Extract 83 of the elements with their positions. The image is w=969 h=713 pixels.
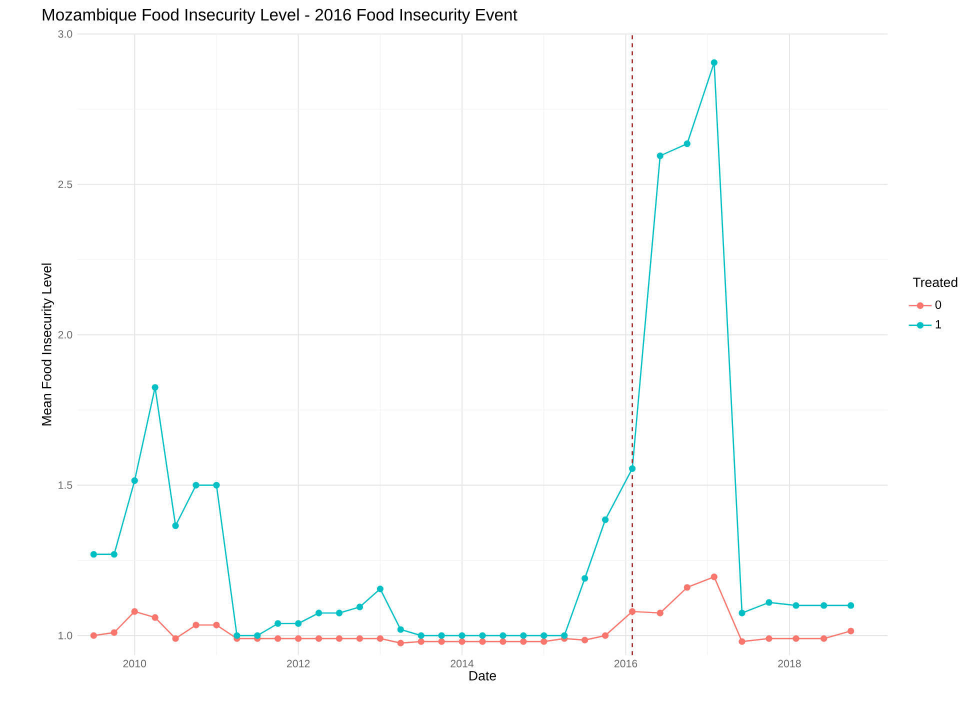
- point: [520, 632, 527, 639]
- point: [110, 550, 118, 558]
- y-tick-label: 2.5: [58, 180, 72, 188]
- point: [234, 632, 240, 639]
- y-axis-title: Mean Food Insecurity Level: [42, 264, 54, 426]
- legend-label: 1: [936, 320, 942, 328]
- point: [656, 610, 664, 616]
- point: [479, 638, 486, 645]
- point: [628, 608, 636, 615]
- y-tick-label: 1.0: [58, 632, 72, 640]
- y-tick-label: 3.0: [58, 30, 72, 38]
- chart-title: Mozambique Food Insecurity Level - 2016 Food Insecurity Event: [42, 8, 518, 24]
- point: [581, 575, 588, 582]
- point: [274, 620, 282, 627]
- point: [356, 635, 364, 642]
- point: [738, 610, 746, 616]
- x-tick-label: 2012: [287, 660, 310, 668]
- point: [520, 638, 527, 645]
- point: [213, 482, 220, 488]
- point: [131, 608, 138, 615]
- point: [766, 635, 772, 642]
- point: [131, 477, 138, 484]
- point: [213, 622, 220, 628]
- x-tick-label: 2014: [450, 660, 474, 668]
- point: [561, 632, 568, 639]
- point: [294, 635, 302, 642]
- point: [766, 599, 772, 606]
- x-tick-label: 2010: [123, 660, 146, 668]
- point: [356, 604, 364, 610]
- point: [172, 635, 179, 642]
- point: [336, 635, 343, 642]
- point: [458, 638, 466, 645]
- point: [738, 638, 746, 645]
- point: [792, 602, 800, 609]
- x-axis-title: Date: [470, 671, 496, 680]
- point: [418, 638, 424, 645]
- point: [540, 638, 548, 645]
- y-tick-label: 2.0: [58, 330, 72, 339]
- point: [336, 610, 343, 616]
- point: [684, 140, 690, 148]
- point: [397, 626, 404, 633]
- point: [792, 635, 800, 642]
- legend-title: Treated: [912, 277, 958, 287]
- point: [628, 465, 636, 472]
- legend-label: 0: [935, 300, 942, 309]
- point: [274, 635, 282, 642]
- point: [90, 632, 98, 639]
- point: [397, 640, 404, 646]
- point: [656, 152, 664, 160]
- point: [848, 628, 854, 634]
- point: [315, 610, 322, 616]
- point: [315, 635, 322, 642]
- x-tick-label: 2016: [614, 660, 638, 668]
- point: [152, 614, 158, 621]
- point: [684, 584, 690, 591]
- point: [376, 635, 384, 642]
- point: [479, 632, 486, 639]
- point: [710, 574, 718, 580]
- point: [848, 602, 854, 609]
- point: [294, 620, 302, 627]
- point: [602, 632, 609, 639]
- point: [152, 384, 158, 391]
- point: [418, 632, 424, 639]
- point: [438, 638, 445, 645]
- point: [820, 602, 828, 609]
- point: [438, 632, 445, 639]
- y-tick-label: 1.5: [58, 481, 72, 489]
- point: [192, 482, 200, 488]
- point: [500, 632, 506, 639]
- point: [581, 636, 588, 644]
- point: [254, 632, 261, 639]
- point: [710, 59, 718, 66]
- x-tick-label: 2018: [778, 660, 801, 668]
- point: [500, 638, 506, 645]
- point: [458, 632, 466, 639]
- point: [602, 516, 609, 524]
- point: [820, 635, 828, 642]
- point: [376, 586, 384, 592]
- point: [192, 622, 200, 628]
- point: [110, 629, 118, 636]
- point: [172, 522, 179, 530]
- point: [540, 632, 548, 639]
- point: [90, 550, 98, 558]
